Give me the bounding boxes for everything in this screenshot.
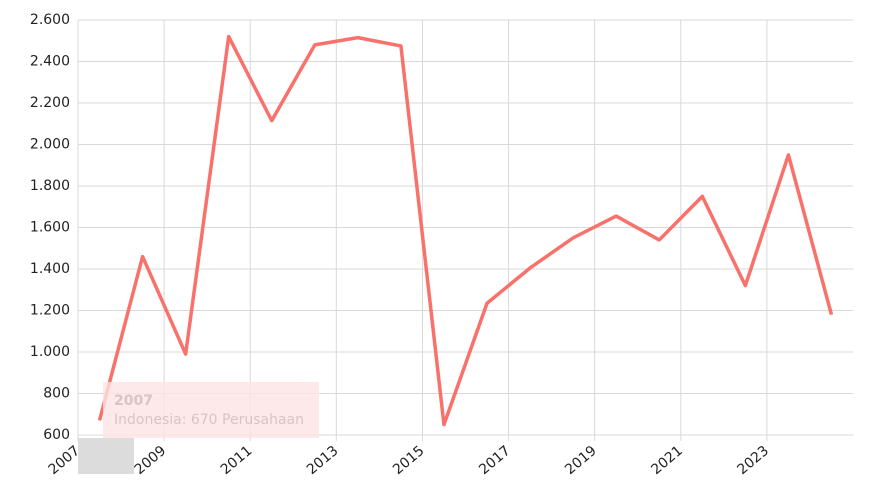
x-tick-label: 2021 — [648, 443, 686, 478]
y-tick-label: 2.200 — [30, 95, 70, 111]
y-tick-label: 2.000 — [30, 137, 70, 153]
y-tick-label: 1.200 — [30, 303, 70, 319]
y-tick-label: 800 — [43, 386, 70, 402]
tooltip-title: 2007 — [114, 393, 153, 409]
hover-highlight — [78, 438, 134, 474]
x-tick-label: 2007 — [46, 443, 84, 478]
x-tick-label: 2023 — [734, 443, 772, 478]
y-tick-label: 1.800 — [30, 178, 70, 194]
tooltip-text: Indonesia: 670 Perusahaan — [114, 412, 304, 428]
tooltip-box — [103, 382, 319, 438]
x-tick-label: 2013 — [304, 443, 342, 478]
tooltip: 2007 Indonesia: 670 Perusahaan — [103, 382, 319, 438]
x-tick-label: 2017 — [476, 443, 514, 478]
x-tick-label: 2019 — [562, 443, 600, 478]
y-tick-label: 1.600 — [30, 220, 70, 236]
y-tick-label: 2.400 — [30, 54, 70, 70]
y-tick-label: 1.400 — [30, 261, 70, 277]
x-tick-label: 2011 — [218, 443, 256, 478]
y-tick-label: 1.000 — [30, 344, 70, 360]
series-line — [97, 34, 834, 427]
x-tick-label: 2009 — [132, 443, 170, 478]
y-tick-label: 600 — [43, 427, 70, 443]
y-tick-label: 2.600 — [30, 12, 70, 28]
x-tick-label: 2015 — [390, 443, 428, 478]
